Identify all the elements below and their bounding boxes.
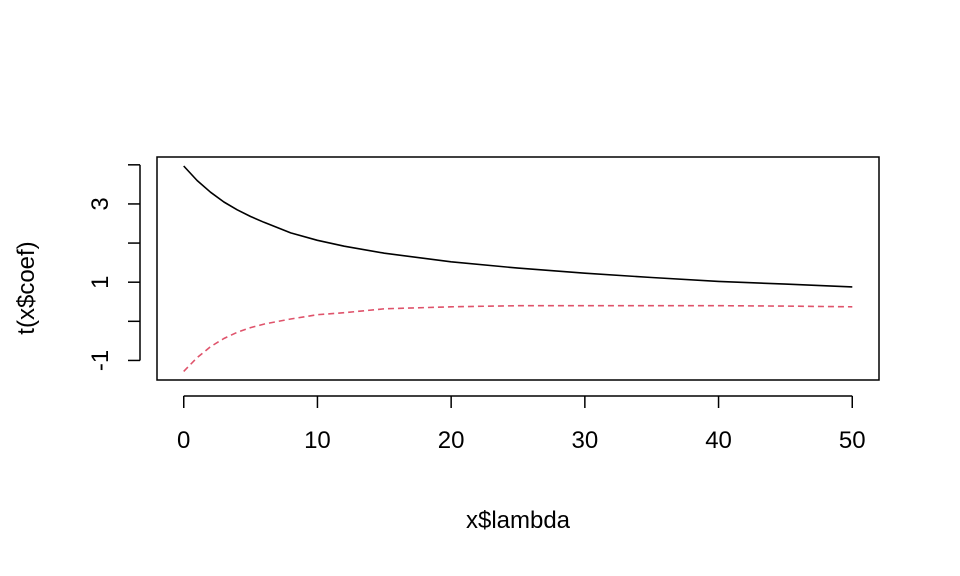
y-tick-label: 1 [87,276,114,289]
x-tick-label: 0 [177,427,190,454]
x-tick-label: 10 [304,427,331,454]
x-tick-label: 50 [839,427,866,454]
y-tick-label: 3 [87,197,114,210]
series-line-2 [183,304,853,372]
x-axis: 0 10 20 30 40 50 [177,395,866,454]
x-axis-title: x$lambda [466,507,571,534]
x-tick-label: 40 [705,427,732,454]
y-axis-title: t(x$coef) [13,241,40,334]
series-layer [183,165,853,372]
series-line-1 [183,165,853,288]
y-axis: -1 1 3 [87,164,141,371]
x-tick-label: 30 [572,427,599,454]
plot-frame [156,156,880,381]
x-tick-label: 20 [438,427,465,454]
y-tick-label: -1 [87,350,114,371]
